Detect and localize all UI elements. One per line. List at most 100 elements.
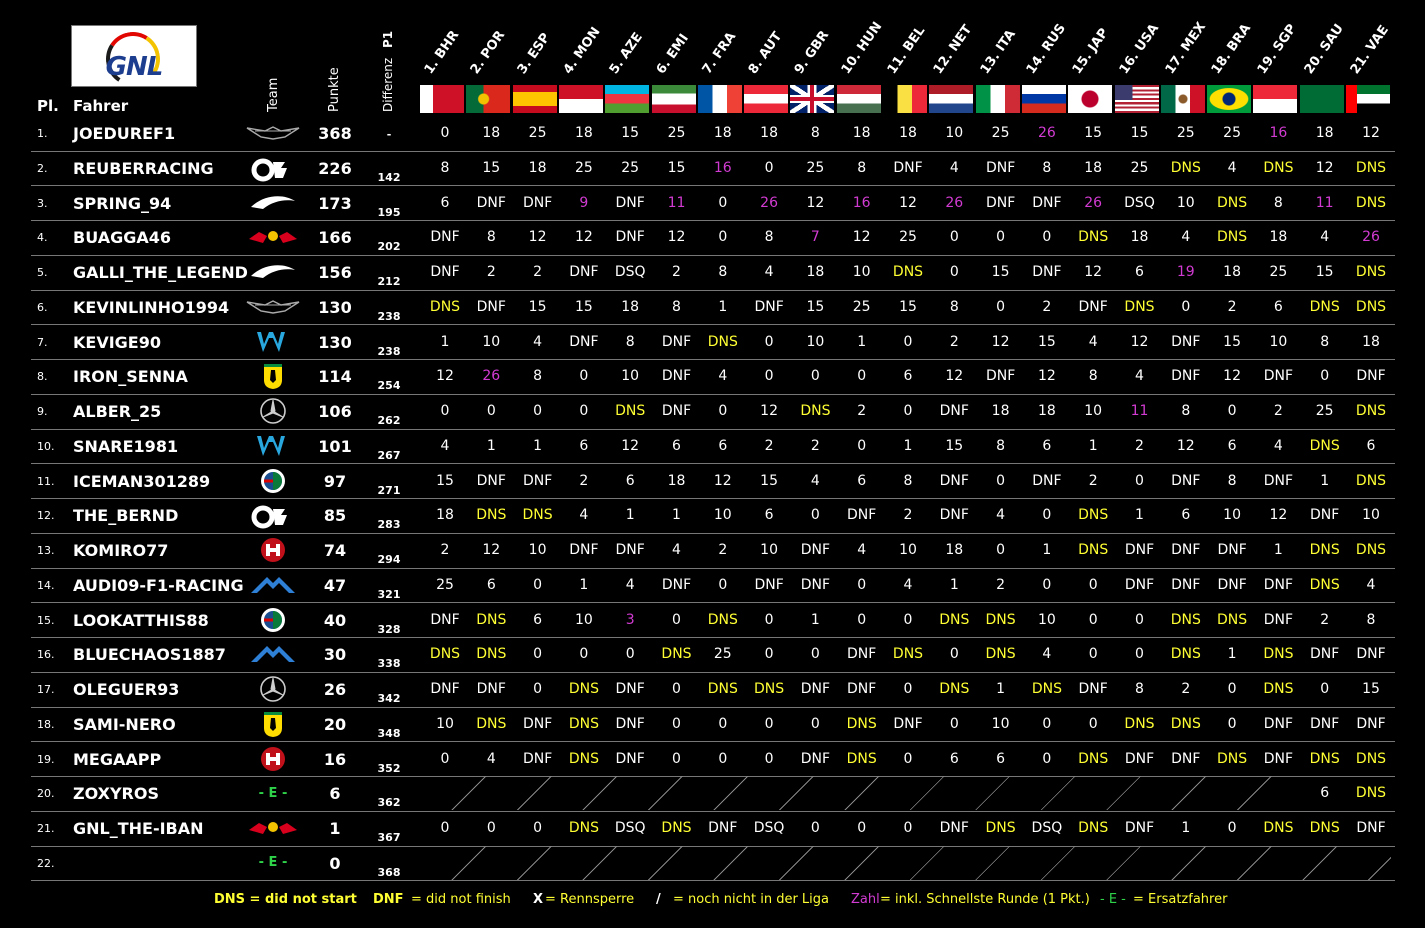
- position-label: 1.: [37, 127, 48, 140]
- driver-name: BUAGGA46: [73, 228, 171, 248]
- race-result: DNF: [1124, 750, 1155, 767]
- race-result: DNF: [430, 229, 460, 246]
- race-result: DNF: [476, 681, 506, 697]
- legend-e-key: - E -: [1100, 892, 1126, 907]
- difference-value: 321: [377, 587, 401, 601]
- table-row: 11. ICEMAN301289 97 271 15 DNF DNF 2 6 18 12 15 4 6 8 D…: [31, 464, 1395, 500]
- race-result: 8: [903, 472, 913, 489]
- difference-value: 348: [377, 726, 401, 740]
- race-result: 0: [857, 820, 867, 836]
- driver-name: KEVIGE90: [73, 332, 161, 352]
- race-result: 0: [579, 403, 589, 419]
- brazil-flag-icon: [1207, 85, 1252, 113]
- race-result: 8: [1181, 403, 1191, 419]
- race-result: DNS: [1355, 194, 1387, 211]
- legend-dns: DNS = did not start: [214, 892, 357, 907]
- points-value: 26: [323, 680, 347, 699]
- table-row: 9. ALBER_25 106 262 0 0 0 0 DNS DNF 0 12 DNS 2 0 DNF 18 1…: [31, 394, 1395, 430]
- position-label: 4.: [37, 231, 48, 245]
- table-row: 10. SNARE1981 101 267 4 1 1 6 12 6 6 2 2 0 1 15 8 6 1 2 12 6 4…: [31, 429, 1395, 465]
- race-result: 6: [857, 472, 867, 489]
- race-result: 25: [991, 125, 1010, 141]
- race-result: 1: [1181, 820, 1191, 836]
- race-result: DNS: [1217, 194, 1248, 211]
- race-result: 0: [718, 750, 728, 767]
- race-result: 4: [857, 542, 867, 558]
- race-result: DNF: [1356, 368, 1386, 385]
- race-result: 0: [1135, 611, 1144, 628]
- race-result: 1: [718, 298, 728, 315]
- race-result: 2: [1320, 611, 1330, 628]
- race-result: DNF: [1263, 611, 1294, 628]
- race-result: 12: [1223, 368, 1241, 385]
- race-result: 0: [1320, 368, 1330, 385]
- race-result: 25: [1269, 264, 1288, 280]
- difference-value: 294: [377, 553, 401, 566]
- race-result: DNF: [1171, 542, 1201, 558]
- race-result: 2: [486, 264, 496, 280]
- race-result: 6: [533, 611, 543, 628]
- alphatauri-logo-icon: [243, 153, 303, 183]
- difference-value: 262: [377, 414, 401, 427]
- difference-value: 212: [377, 275, 401, 288]
- race-result: 26: [482, 368, 501, 385]
- difference-value: 368: [377, 865, 401, 879]
- race-result: 8: [810, 125, 820, 141]
- legend-dnf-key: DNF: [373, 892, 404, 907]
- race-result: 1: [533, 437, 543, 454]
- race-result: 4: [1042, 646, 1052, 663]
- race-result: DNF: [1171, 472, 1201, 489]
- race-result: DNS: [476, 715, 507, 732]
- race-result: DNF: [476, 194, 506, 211]
- race-header: 11. BEL: [884, 23, 929, 77]
- race-result: 0: [672, 681, 681, 697]
- race-result: 2: [996, 576, 1006, 593]
- table-row: 21. GNL_THE-IBAN 1 367 0 0 0 DNS DSQ DNS DNF DSQ 0 0 0…: [31, 811, 1395, 847]
- race-result: DNS: [985, 611, 1016, 628]
- race-result: 4: [1366, 576, 1376, 593]
- red-bull-logo-icon: [243, 813, 303, 843]
- race-result: DNF: [522, 472, 553, 489]
- race-result: 0: [1135, 646, 1144, 663]
- race-result: 8: [1088, 368, 1098, 385]
- race-result: 0: [764, 611, 774, 628]
- race-result: DNS: [1170, 646, 1201, 663]
- race-result: 2: [1227, 298, 1237, 315]
- race-header: 12. NET: [931, 22, 976, 78]
- race-result: 18: [482, 125, 501, 141]
- race-result: DNS: [1078, 750, 1109, 767]
- race-result: 2: [672, 264, 681, 280]
- race-result: 1: [1273, 542, 1283, 558]
- race-result: 0: [996, 298, 1006, 315]
- race-result: DNS: [1355, 159, 1387, 176]
- race-result: 15: [1223, 333, 1241, 350]
- points-value: 74: [323, 541, 347, 560]
- driver-name: LOOKATTHIS88: [73, 610, 209, 630]
- race-result: DNF: [1124, 576, 1155, 593]
- points-value: 106: [318, 402, 352, 421]
- difference-value: 202: [377, 240, 401, 254]
- race-result: 0: [996, 229, 1006, 246]
- position-label: 21.: [37, 822, 55, 835]
- race-result: DNF: [1217, 576, 1247, 593]
- table-row: 15. LOOKATTHIS88 40 328 DNF DNS 6 10 3 0 DNS 0 1 0 0 DN…: [31, 603, 1395, 639]
- race-result: 10: [899, 542, 917, 558]
- difference-value: 328: [377, 622, 401, 636]
- race-result: 15: [1037, 333, 1056, 350]
- race-result: 12: [713, 472, 732, 489]
- race-result: 18: [528, 159, 547, 176]
- race-result: 12: [1176, 437, 1195, 454]
- race-result: 1: [1088, 437, 1098, 454]
- difference-value: 195: [377, 205, 401, 219]
- position-label: 22.: [37, 856, 55, 870]
- race-result: 18: [1315, 125, 1334, 141]
- points-value: 130: [318, 297, 352, 317]
- ferrari-logo-icon: [243, 361, 303, 391]
- race-result: 0: [949, 229, 959, 246]
- race-result: 6: [486, 576, 496, 593]
- points-value: 85: [323, 506, 347, 526]
- driver-name: GNL_THE-IBAN: [73, 819, 204, 838]
- race-result: 12: [899, 194, 917, 211]
- race-header: 8. AUT: [745, 29, 786, 77]
- position-label: 10.: [37, 439, 55, 453]
